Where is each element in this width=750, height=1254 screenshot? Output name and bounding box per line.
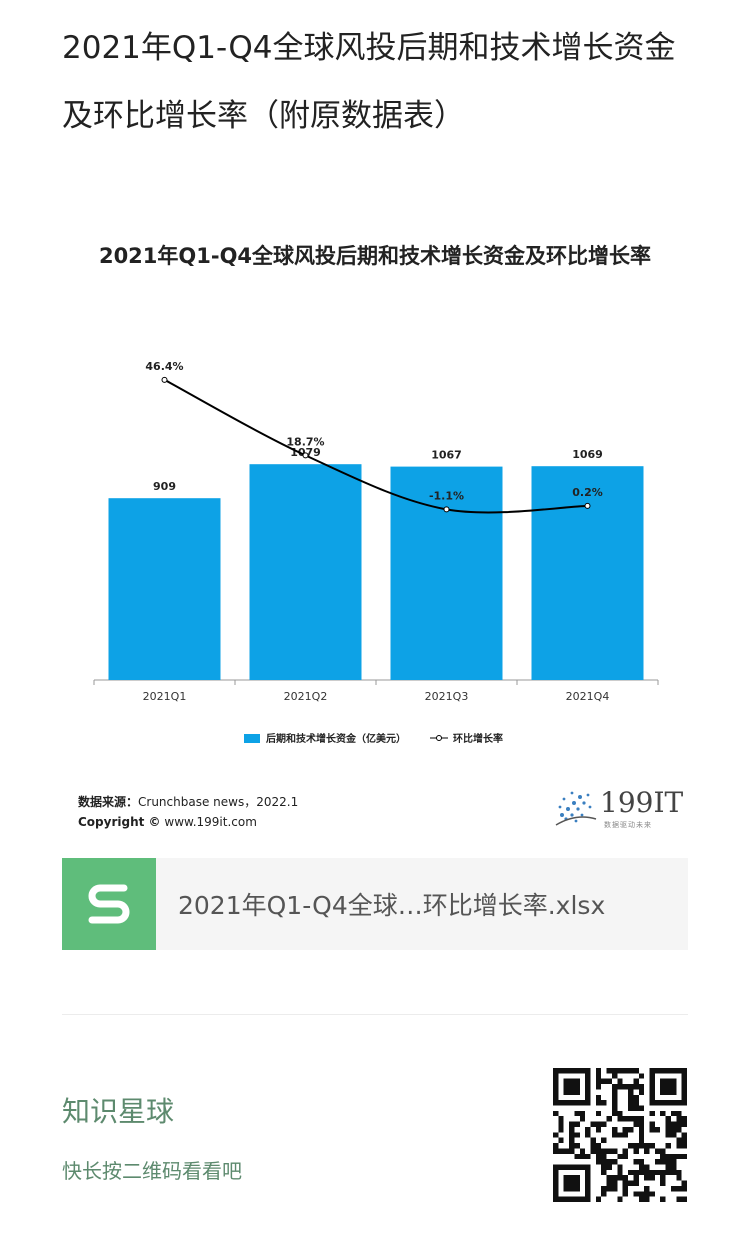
logo-tagline: 数据驱动未来 — [604, 821, 652, 829]
section-divider — [62, 1014, 688, 1015]
copyright-site: www.199it.com — [164, 815, 257, 829]
source-text: Crunchbase news，2022.1 — [138, 795, 299, 809]
legend-line-label: 环比增长率 — [453, 732, 503, 745]
growth-point-2021Q1 — [161, 376, 168, 383]
bar-label-2021Q1: 909 — [153, 480, 176, 493]
growth-label-2021Q2: 18.7% — [286, 435, 324, 448]
legend-bar-label: 后期和技术增长资金（亿美元） — [266, 732, 406, 745]
bar-label-2021Q4: 1069 — [572, 448, 603, 461]
199it-logo-icon — [555, 791, 597, 826]
attachment-file-name[interactable]: 2021年Q1-Q4全球…环比增长率.xlsx — [178, 891, 606, 920]
x-tick-label-2021Q1: 2021Q1 — [143, 690, 187, 703]
logo-text: 199IT — [600, 786, 684, 819]
growth-point-2021Q4 — [584, 502, 591, 509]
legend-line-marker — [436, 735, 442, 741]
growth-label-2021Q3: -1.1% — [429, 489, 464, 502]
bar-2021Q2 — [249, 464, 362, 680]
growth-rate-line — [164, 378, 588, 514]
bar-2021Q4 — [531, 466, 644, 680]
chart-plot: 9092021Q110792021Q210672021Q310692021Q44… — [93, 360, 659, 745]
source-block: 数据来源：Crunchbase news，2022.1 Copyright © … — [78, 792, 298, 832]
spreadsheet-file-icon — [62, 858, 156, 950]
growth-label-2021Q4: 0.2% — [572, 486, 603, 499]
chart-image: 2021年Q1-Q4全球风投后期和技术增长资金及环比增长率 909 2021Q1 1… — [0, 220, 750, 860]
bar-label-2021Q3: 1067 — [431, 449, 462, 462]
x-tick-label-2021Q2: 2021Q2 — [284, 690, 328, 703]
attachment-card[interactable]: 2021年Q1-Q4全球…环比增长率.xlsx — [62, 858, 688, 950]
x-tick-label-2021Q3: 2021Q3 — [425, 690, 469, 703]
community-hint: 快长按二维码看看吧 — [62, 1159, 242, 1183]
source-label: 数据来源： — [78, 795, 139, 809]
growth-label-2021Q1: 46.4% — [145, 360, 183, 373]
bar-2021Q3 — [390, 466, 503, 680]
bar-2021Q1 — [108, 498, 221, 680]
growth-point-2021Q2 — [302, 452, 309, 459]
copyright-label: Copyright © — [78, 815, 161, 829]
legend-bar-swatch — [244, 734, 260, 743]
growth-point-2021Q3 — [443, 506, 450, 513]
chart-title: 2021年Q1-Q4全球风投后期和技术增长资金及环比增长率 — [98, 244, 652, 268]
article-title: 2021年Q1-Q4全球风投后期和技术增长资金及环比增长率（附原数据表） — [62, 30, 676, 134]
community-name: 知识星球 — [62, 1095, 175, 1128]
qr-code-icon[interactable] — [553, 1068, 687, 1202]
x-tick-label-2021Q4: 2021Q4 — [566, 690, 610, 703]
